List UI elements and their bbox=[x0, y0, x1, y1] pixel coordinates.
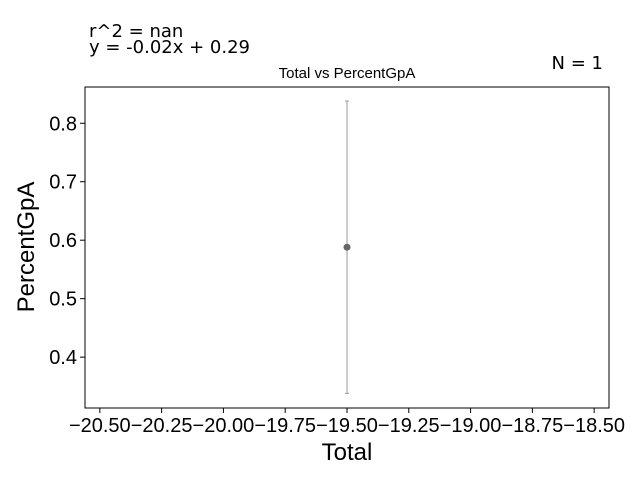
x-tick-label: −20.00 bbox=[193, 415, 255, 437]
y-tick-label: 0.4 bbox=[49, 347, 77, 369]
x-tick-label: −19.50 bbox=[316, 415, 378, 437]
x-tick-label: −20.25 bbox=[131, 415, 193, 437]
y-tick-label: 0.6 bbox=[49, 230, 77, 252]
chart-title: Total vs PercentGpA bbox=[279, 65, 416, 82]
y-tick-label: 0.5 bbox=[49, 289, 77, 311]
x-tick-label: −19.75 bbox=[254, 415, 316, 437]
fit-equation-annotation: y = -0.02x + 0.29 bbox=[89, 37, 250, 58]
x-tick-label: −18.75 bbox=[502, 415, 564, 437]
x-tick-label: −20.50 bbox=[69, 415, 131, 437]
y-axis-label: PercentGpA bbox=[13, 182, 40, 313]
data-point bbox=[343, 243, 351, 251]
x-tick-label: −18.50 bbox=[563, 415, 625, 437]
sample-count-annotation: N = 1 bbox=[552, 53, 603, 74]
x-tick-label: −19.25 bbox=[378, 415, 440, 437]
r-squared-annotation: r^2 = nan bbox=[89, 21, 183, 42]
x-axis-label: Total bbox=[322, 439, 373, 466]
x-tick-label: −19.00 bbox=[440, 415, 502, 437]
y-tick-label: 0.8 bbox=[49, 113, 77, 135]
y-tick-label: 0.7 bbox=[49, 172, 77, 194]
x-axis: −20.50 −20.25 −20.00 −19.75 −19.50 −19.25 −19.… bbox=[69, 408, 625, 437]
y-axis: 0.4 0.5 0.6 0.7 0.8 bbox=[49, 113, 85, 369]
